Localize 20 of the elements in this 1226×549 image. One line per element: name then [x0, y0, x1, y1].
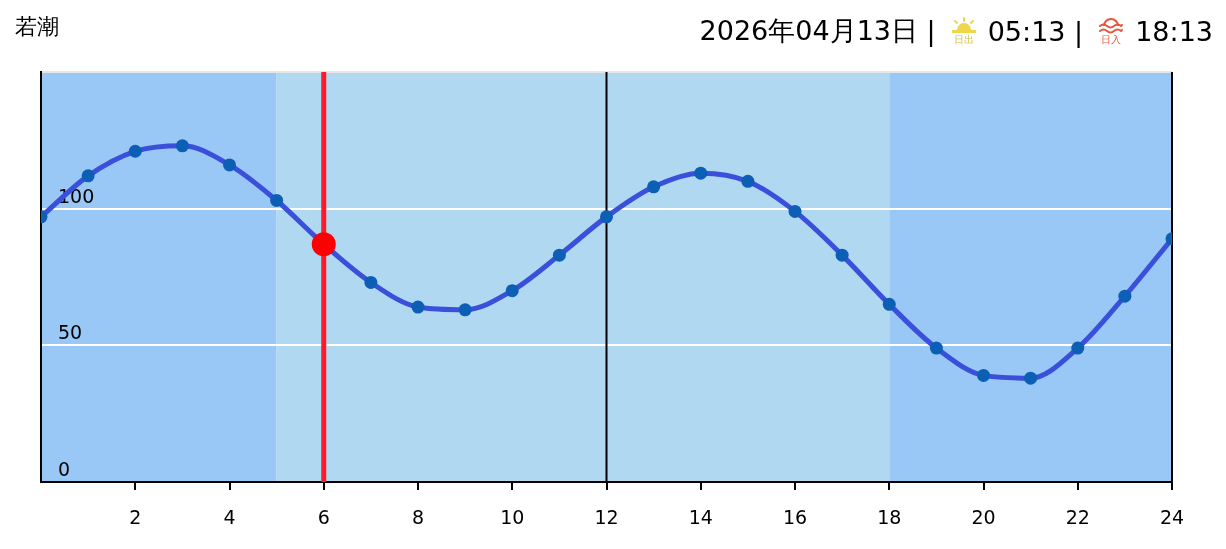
x-tick-label: 4: [223, 506, 236, 529]
x-tick-label: 14: [688, 506, 713, 529]
text: 日出: [953, 34, 974, 45]
x-tick-label: 12: [594, 506, 619, 529]
text: 日入: [1101, 34, 1122, 45]
x-tick-label: 24: [1159, 506, 1185, 529]
x-tick-label: 2: [129, 506, 142, 529]
x-tick-label: 8: [411, 506, 425, 529]
x-tick-label: 20: [971, 506, 996, 529]
text: 2026年04月13日 |: [699, 14, 936, 49]
x-tick-label: 10: [500, 506, 525, 529]
y-tick-label: 50: [58, 321, 83, 344]
x-tick-label: 6: [317, 506, 330, 529]
chart-title: 若潮: [15, 13, 59, 41]
y-tick-label: 0: [58, 457, 71, 480]
text: 18:13: [1135, 15, 1213, 47]
x-tick-label: 22: [1065, 506, 1090, 529]
x-tick-label: 16: [782, 506, 808, 529]
x-tick-label: 18: [877, 506, 902, 529]
text: 05:13 |: [987, 15, 1084, 47]
